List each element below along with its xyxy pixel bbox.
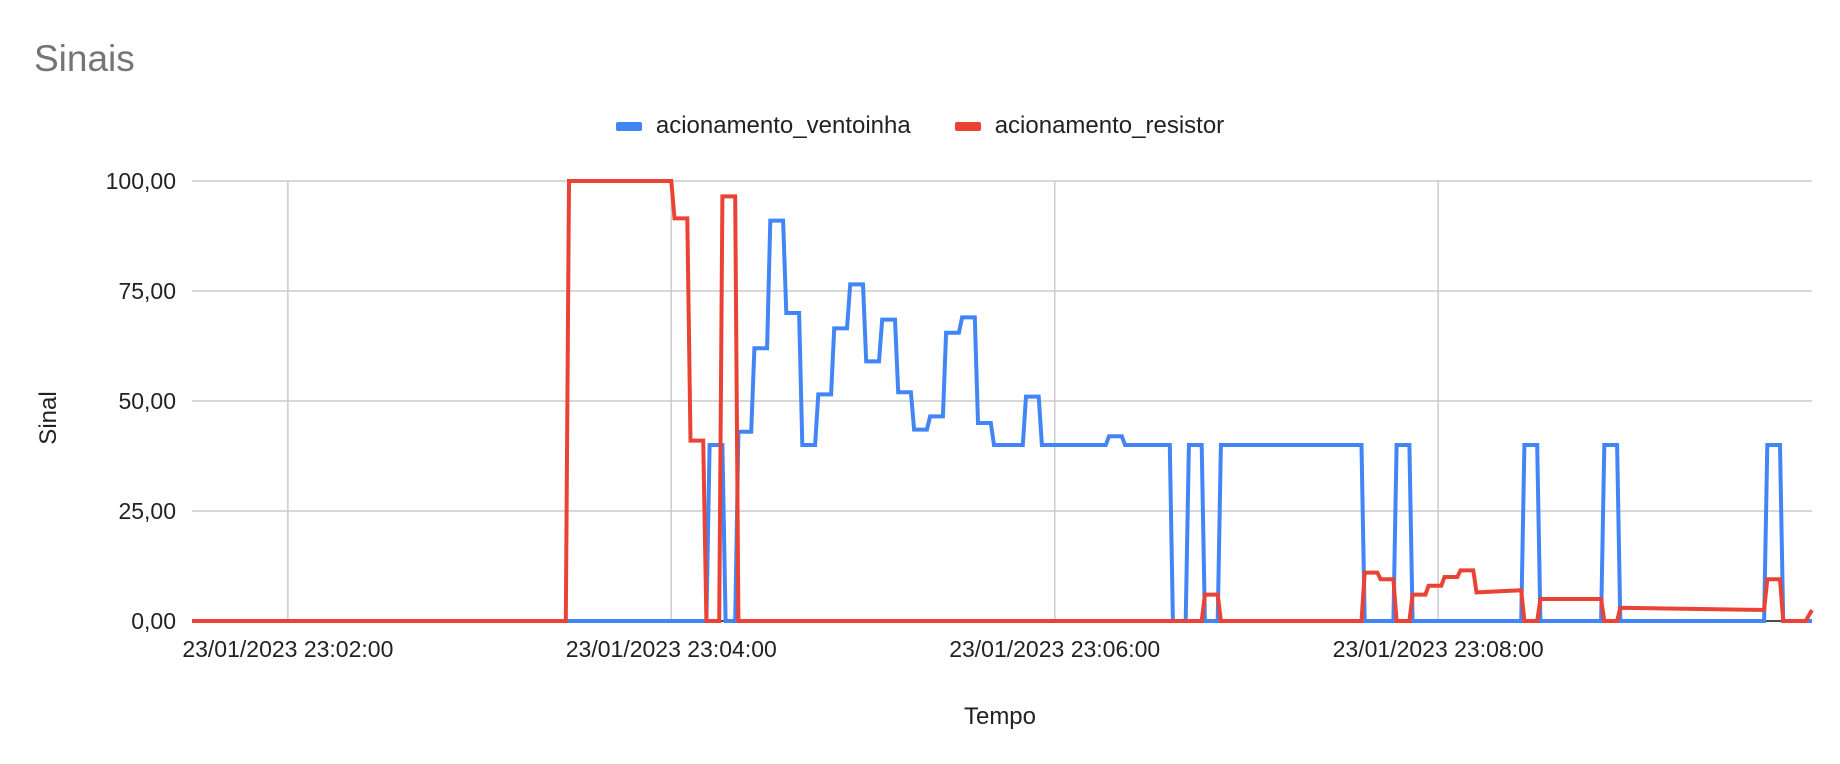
x-tick-label: 23/01/2023 23:06:00 — [949, 636, 1160, 662]
legend-swatch-resistor — [954, 121, 981, 131]
series-line-resistor — [192, 179, 1814, 623]
series-lines — [192, 179, 1814, 623]
grid — [192, 180, 1812, 622]
legend-swatch-ventoinha — [615, 121, 642, 131]
legend-item-resistor[interactable]: acionamento_resistor — [954, 112, 1225, 140]
y-axis-label: Sinal — [35, 391, 62, 444]
y-tick-label: 0,00 — [131, 608, 176, 634]
x-axis-label: Tempo — [964, 703, 1036, 730]
y-tick-label: 100,00 — [106, 168, 176, 194]
x-tick-label: 23/01/2023 23:08:00 — [1333, 636, 1544, 662]
y-tick-label: 75,00 — [118, 278, 176, 304]
series-line-ventoinha — [192, 218, 1812, 623]
legend-label-ventoinha: acionamento_ventoinha — [655, 112, 911, 139]
x-axis-ticks: 23/01/2023 23:02:00 23/01/2023 23:04:00 23… — [182, 636, 1543, 662]
x-tick-label: 23/01/2023 23:02:00 — [182, 636, 393, 662]
y-tick-label: 50,00 — [118, 388, 176, 414]
chart-title: Sinais — [34, 38, 135, 79]
legend: acionamento_ventoinha acionamento_resist… — [0, 112, 1840, 140]
y-tick-label: 25,00 — [118, 498, 176, 524]
x-tick-label: 23/01/2023 23:04:00 — [566, 636, 777, 662]
legend-label-resistor: acionamento_resistor — [994, 112, 1225, 139]
y-axis-ticks: 0,00 25,00 50,00 75,00 100,00 — [106, 168, 176, 634]
legend-item-ventoinha[interactable]: acionamento_ventoinha — [615, 112, 911, 140]
